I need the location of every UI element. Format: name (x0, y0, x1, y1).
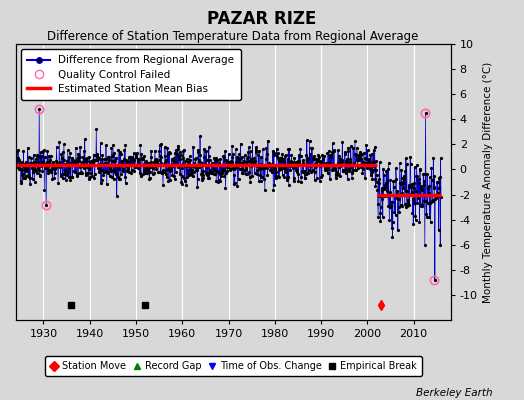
Title: Difference of Station Temperature Data from Regional Average: Difference of Station Temperature Data f… (48, 30, 419, 43)
Legend: Station Move, Record Gap, Time of Obs. Change, Empirical Break: Station Move, Record Gap, Time of Obs. C… (45, 356, 422, 376)
Text: PAZAR RIZE: PAZAR RIZE (208, 10, 316, 28)
Text: Berkeley Earth: Berkeley Earth (416, 388, 493, 398)
Y-axis label: Monthly Temperature Anomaly Difference (°C): Monthly Temperature Anomaly Difference (… (483, 61, 493, 303)
